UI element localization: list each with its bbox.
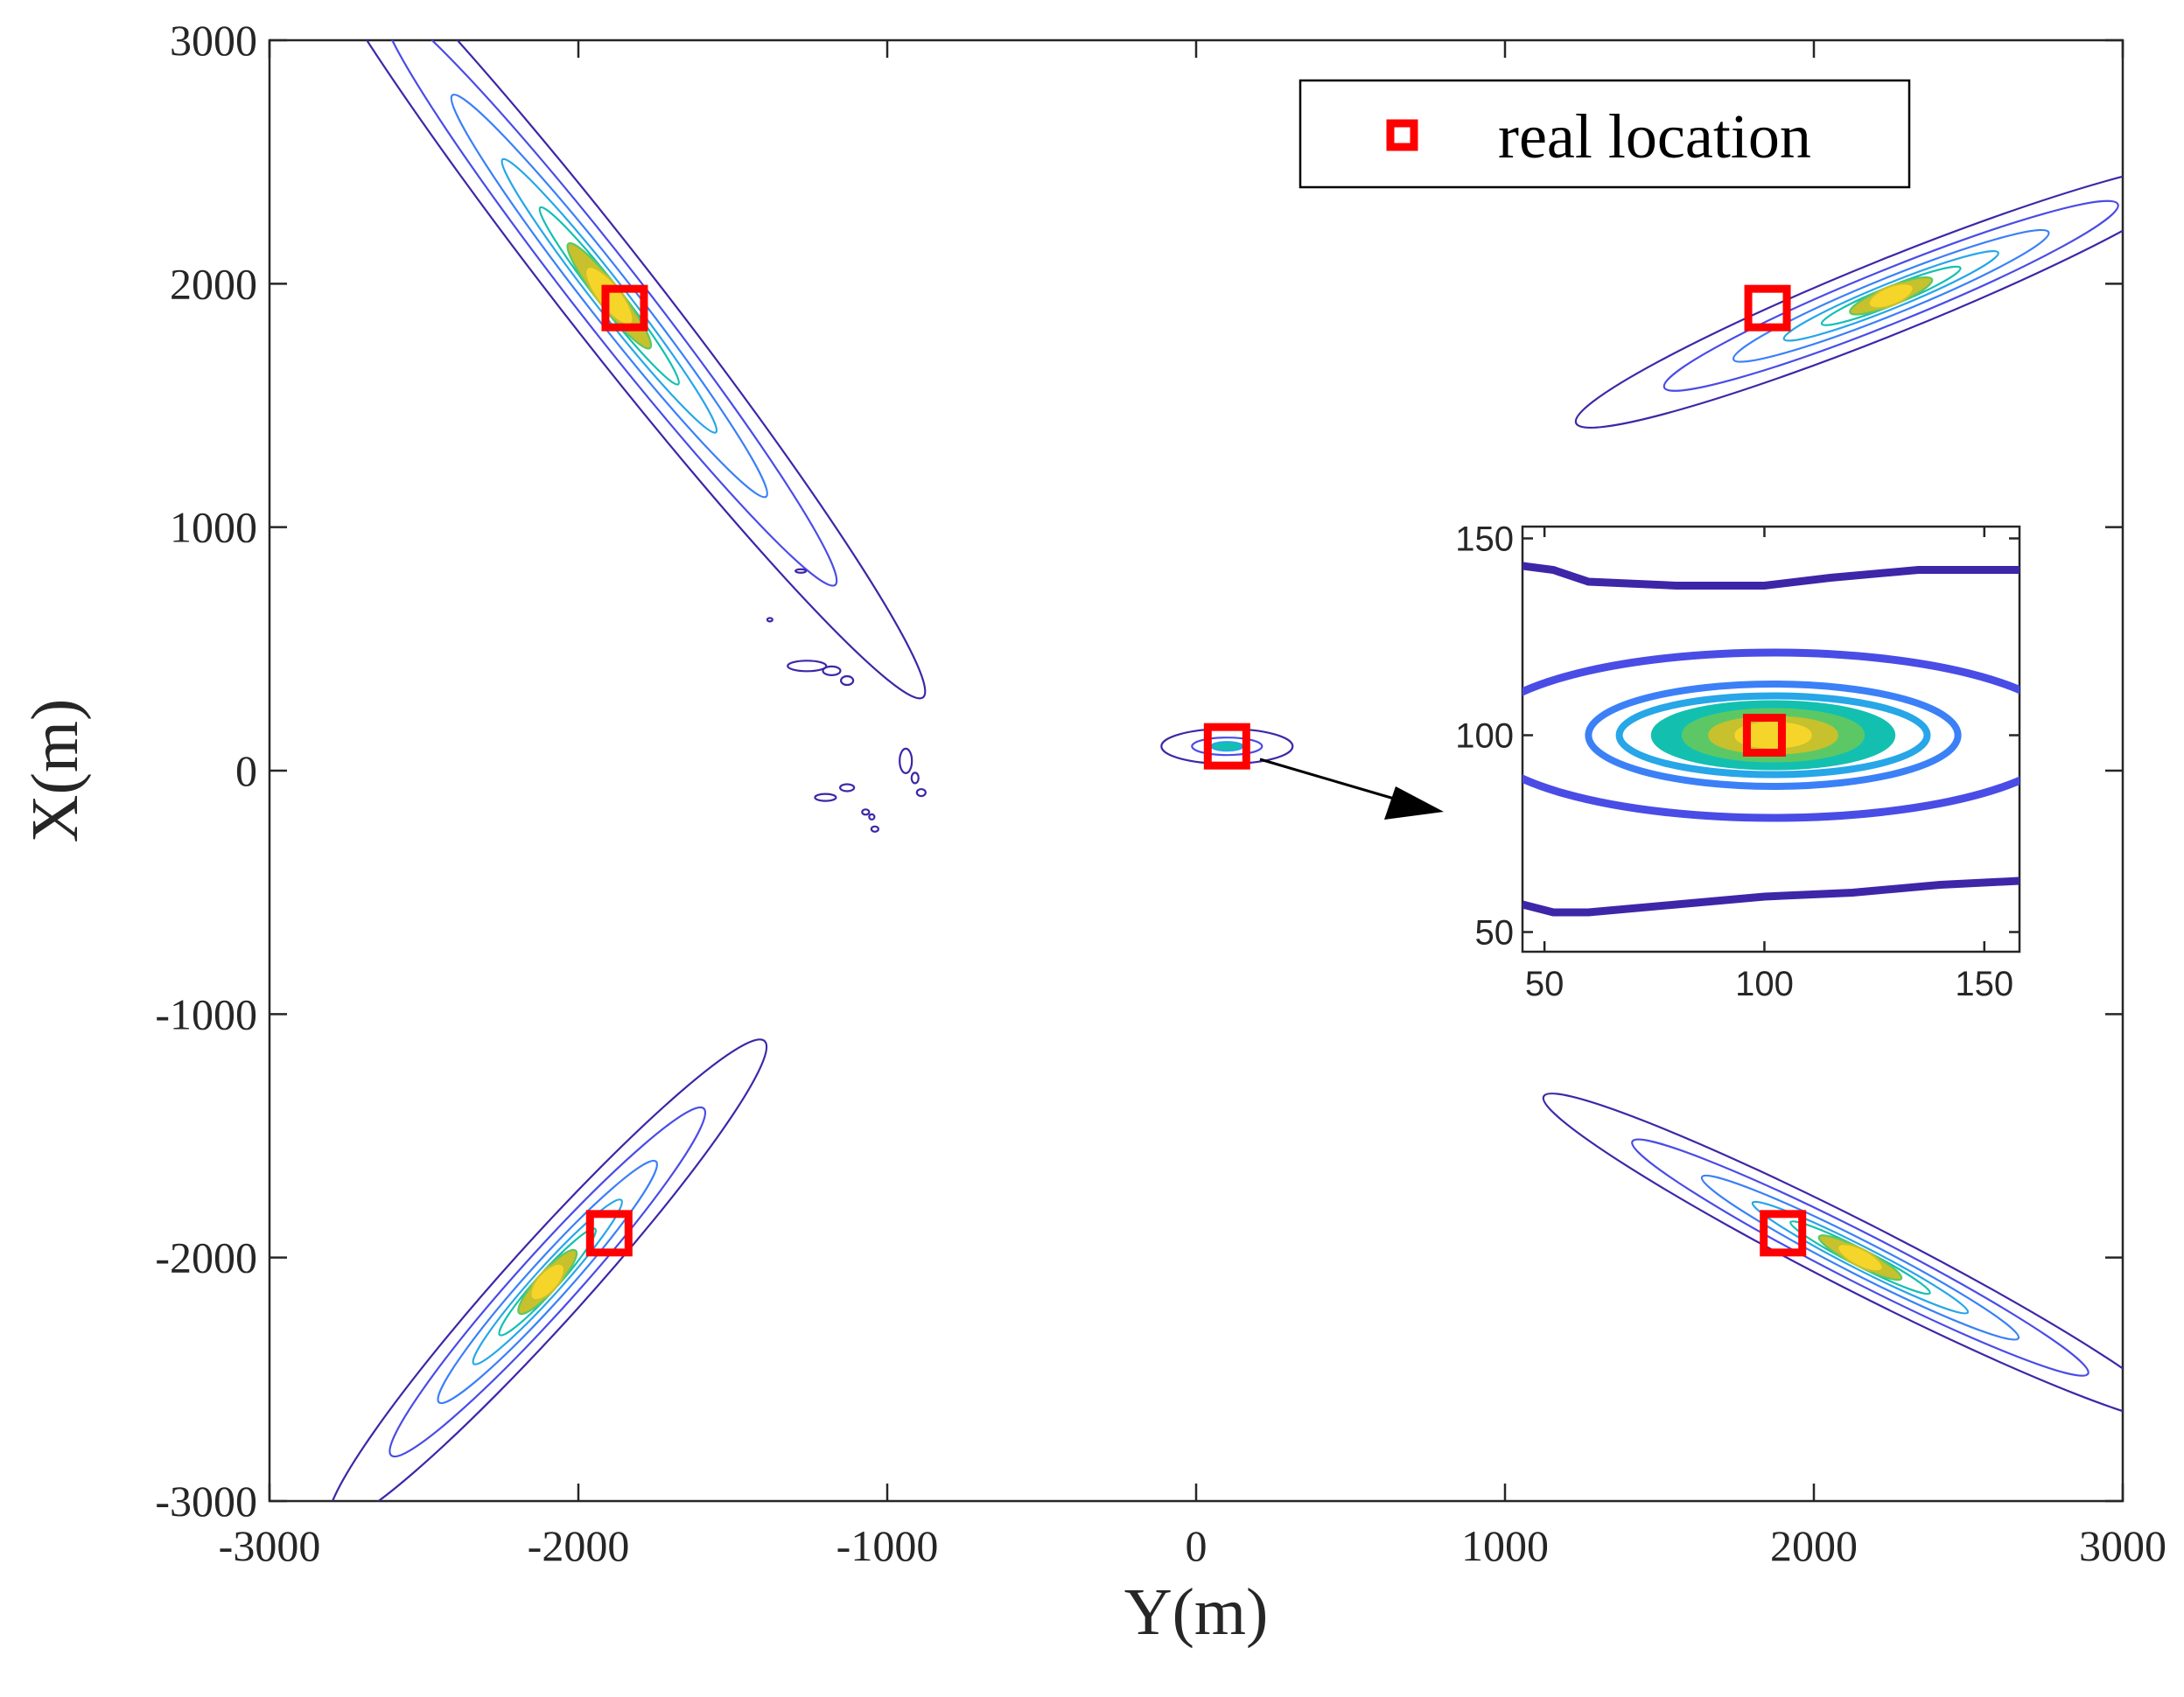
x-axis-title: Y(m) [1124,1575,1269,1649]
inset-y-tick-label: 150 [1455,520,1514,559]
contour-artifact [861,808,871,816]
contour-level [1542,1093,2123,1423]
contour-level [1837,1243,1884,1273]
inset-real-location-marker [1742,714,1786,757]
contour-artifact [915,787,927,798]
x-tick-label: 0 [1186,1521,1208,1570]
contour-artifact [822,665,842,676]
x-tick-label: 1000 [1461,1521,1549,1570]
x-tick-label: 2000 [1770,1521,1858,1570]
contour-level [1191,737,1264,757]
contour-level [437,1159,658,1405]
inset-x-tick-label: 100 [1735,965,1794,1003]
legend-box [1298,79,1911,189]
contour-artifact [766,617,774,623]
contour-artifact [814,793,837,802]
y-tick-label: -3000 [155,1477,257,1526]
y-tick-label: 2000 [170,259,257,308]
real-location-marker [585,1210,633,1257]
inset-band-top [1522,562,2020,590]
real-location-marker [1203,723,1250,770]
y-tick-label: 3000 [170,16,257,65]
inset-contour-level [1585,681,1962,790]
contour-level [472,1198,623,1365]
contour-artifact [787,660,828,673]
inset-x-tick-label: 50 [1525,965,1564,1003]
contour-level [1732,228,2050,363]
y-tick-label: -1000 [155,989,257,1038]
inset-x-tick-label: 150 [1955,965,2013,1003]
real-location-marker [1744,284,1791,332]
y-tick-label: 0 [235,746,257,795]
main-contours [292,40,2123,1501]
contour-level [1631,1138,2090,1377]
y-axis-title: X(m) [18,699,92,843]
y-tick-label: -2000 [155,1233,257,1282]
contour-artifacts [766,568,927,833]
contour-level [1210,741,1244,752]
contour-level [450,94,768,499]
inset-contour-level [1734,722,1812,749]
contour-level [388,1106,707,1458]
real-location-markers [585,284,1807,1257]
contour-lobe-bottom-right [1542,1093,2123,1423]
legend-marker [1386,119,1418,151]
contour-artifact [839,783,856,793]
inset-real-location-marker-rect [1742,714,1786,757]
contour-artifact [794,568,808,574]
contour-level [1751,1200,1970,1315]
legend: real location [1298,79,1911,189]
legend-label: real location [1498,101,1811,171]
x-tick-label: -3000 [219,1521,321,1570]
contour-level [1867,283,1914,310]
inset-band-bottom [1522,876,2020,917]
contour-level [292,40,927,700]
inset-y-tick-label: 50 [1475,914,1515,953]
contour-artifact [910,772,920,785]
contour-artifact [840,674,855,687]
contour-lobe-top-right [1574,163,2123,429]
contour-artifact [868,813,876,821]
inset-y-tick-label: 100 [1455,717,1514,756]
contour-level [381,40,838,587]
zoom-arrow [1259,758,1444,820]
contour-artifact [870,825,879,833]
contour-lobe-bottom-left [327,1038,768,1501]
contour-level [1700,1174,2020,1341]
contour-level [1574,163,2123,429]
contour-level [327,1038,768,1501]
x-tick-label: -1000 [836,1521,939,1570]
contour-level [1782,249,1999,342]
x-tick-label: 3000 [2079,1521,2166,1570]
real-location-marker [601,284,648,332]
real-location-marker [1760,1210,1807,1257]
contour-artifact [899,747,914,774]
contour-level [529,1262,566,1302]
x-tick-label: -2000 [528,1521,630,1570]
inset-contour-level [1522,648,2020,822]
main-ticks: -3000 -2000 -1000 0 1000 2000 3000-3000-2000-1… [155,16,2166,1570]
inset-contours [1522,562,2020,917]
inset-contour-level [1615,692,1931,779]
contour-level [1662,199,2119,392]
y-tick-label: 1000 [170,503,257,552]
inset-ticks: 50 100 150 50 100 150 [1455,520,2020,1003]
